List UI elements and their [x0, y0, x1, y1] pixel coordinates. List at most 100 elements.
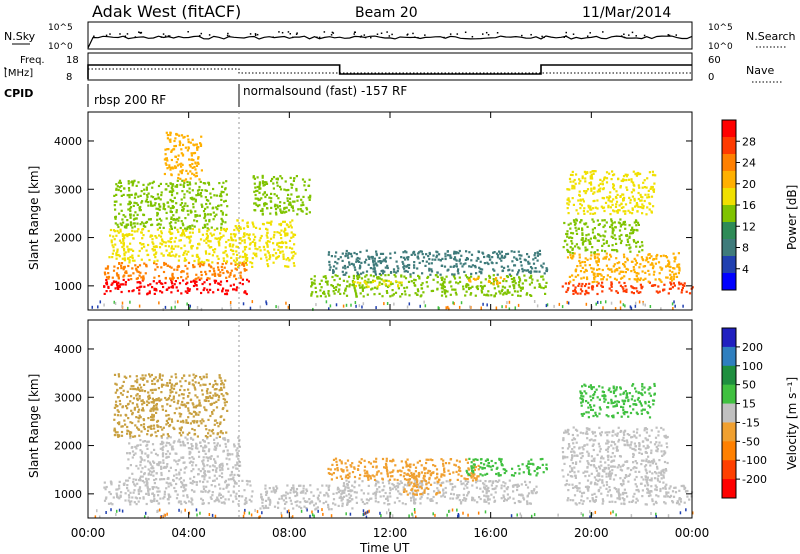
range-gate-cell — [645, 186, 648, 189]
range-gate-cell — [607, 204, 610, 207]
range-gate-cell — [584, 239, 587, 242]
range-gate-cell — [132, 453, 136, 456]
range-gate-cell — [209, 414, 212, 418]
range-gate-cell — [443, 285, 446, 289]
range-gate-cell — [189, 477, 192, 480]
range-gate-cell — [111, 244, 114, 247]
range-gate-cell — [150, 415, 153, 419]
range-gate-cell — [590, 208, 593, 211]
nsearch-point — [391, 33, 393, 36]
range-gate-cell — [186, 172, 190, 175]
range-gate-cell — [465, 257, 469, 260]
range-gate-cell — [615, 203, 618, 206]
range-gate-cell — [132, 435, 135, 438]
range-gate-cell — [283, 228, 287, 232]
range-gate-cell — [153, 204, 156, 207]
range-gate-cell — [332, 492, 335, 495]
range-gate-cell — [486, 255, 489, 258]
range-gate-cell — [517, 500, 520, 503]
range-gate-cell — [156, 429, 160, 432]
range-gate-cell — [578, 190, 581, 193]
range-gate-cell — [186, 401, 189, 405]
range-gate-cell — [167, 254, 170, 257]
range-gate-cell — [633, 221, 636, 224]
range-gate-cell — [602, 187, 605, 190]
range-gate-cell — [178, 478, 181, 481]
range-gate-cell — [153, 399, 156, 402]
range-gate-cell — [352, 284, 355, 287]
colorbar-tick-label: 28 — [742, 135, 756, 148]
range-gate-cell — [180, 202, 184, 205]
range-gate-cell — [128, 248, 131, 251]
range-gate-cell — [188, 158, 191, 161]
range-gate-cell — [145, 220, 149, 224]
range-gate-cell — [528, 270, 531, 274]
range-gate-cell — [470, 272, 473, 275]
range-gate-cell — [175, 185, 178, 188]
range-gate-cell — [221, 213, 224, 216]
range-gate-cell — [395, 271, 398, 274]
range-gate-cell — [403, 270, 406, 273]
range-gate-cell — [604, 201, 608, 204]
range-gate-cell — [123, 249, 126, 252]
range-gate-cell — [183, 196, 186, 199]
range-gate-cell — [449, 293, 452, 296]
range-gate-cell — [683, 282, 686, 285]
nsearch-point — [296, 32, 298, 34]
range-gate-cell — [194, 405, 197, 408]
range-gate-cell — [202, 375, 205, 378]
range-gate-cell — [506, 486, 510, 489]
range-gate-cell — [442, 281, 445, 284]
range-gate-cell — [164, 162, 167, 165]
range-gate-cell — [569, 236, 572, 239]
range-gate-cell — [128, 193, 131, 197]
range-gate-cell — [161, 374, 164, 377]
range-gate-cell — [353, 486, 356, 489]
range-gate-cell — [342, 279, 345, 282]
range-gate-cell — [232, 288, 235, 291]
range-gate-cell — [608, 268, 611, 271]
range-gate-cell — [592, 268, 595, 271]
range-gate-cell — [116, 409, 119, 412]
range-gate-cell — [501, 285, 504, 288]
range-gate-cell — [639, 283, 642, 286]
range-gate-cell — [152, 415, 155, 418]
noise-cell — [315, 303, 317, 307]
range-gate-cell — [440, 287, 443, 290]
range-gate-cell — [200, 277, 203, 280]
range-gate-cell — [606, 274, 609, 277]
range-gate-cell — [673, 256, 676, 259]
range-gate-cell — [233, 480, 237, 483]
range-gate-cell — [300, 506, 303, 510]
range-gate-cell — [256, 248, 259, 251]
range-gate-cell — [105, 496, 108, 499]
range-gate-cell — [139, 456, 142, 459]
range-gate-cell — [252, 175, 255, 178]
range-gate-cell — [280, 495, 283, 498]
range-gate-cell — [222, 487, 225, 490]
range-gate-cell — [413, 261, 416, 264]
range-gate-cell — [628, 211, 632, 214]
range-gate-cell — [129, 242, 132, 245]
range-gate-cell — [167, 435, 170, 438]
range-gate-cell — [202, 288, 205, 292]
range-gate-cell — [571, 256, 574, 260]
range-gate-cell — [360, 286, 363, 289]
range-gate-cell — [335, 251, 338, 254]
range-gate-cell — [258, 185, 261, 188]
range-gate-cell — [130, 409, 133, 412]
range-gate-cell — [199, 384, 202, 387]
colorbar-swatch — [722, 205, 736, 223]
nsearch-point — [376, 33, 379, 35]
range-gate-cell — [523, 269, 526, 272]
range-gate-cell — [527, 262, 530, 265]
range-gate-cell — [182, 419, 185, 422]
range-gate-cell — [581, 175, 584, 178]
range-gate-cell — [343, 489, 346, 492]
range-gate-cell — [205, 278, 209, 281]
range-gate-cell — [622, 193, 625, 196]
range-gate-cell — [289, 491, 292, 494]
range-gate-cell — [169, 389, 172, 392]
range-gate-cell — [229, 273, 232, 276]
range-gate-cell — [251, 265, 254, 268]
